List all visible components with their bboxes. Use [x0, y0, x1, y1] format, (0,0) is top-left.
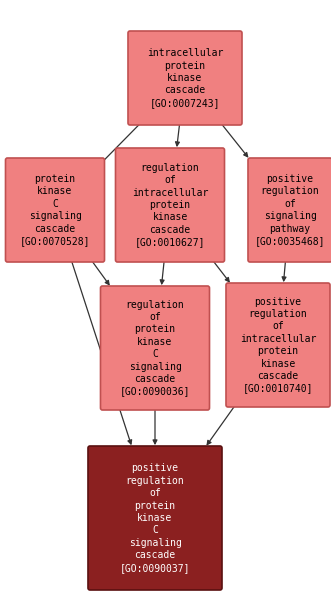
Text: regulation
of
intracellular
protein
kinase
cascade
[GO:0010627]: regulation of intracellular protein kina…: [132, 163, 208, 247]
Text: positive
regulation
of
intracellular
protein
kinase
cascade
[GO:0010740]: positive regulation of intracellular pro…: [240, 296, 316, 393]
FancyBboxPatch shape: [248, 158, 331, 262]
FancyBboxPatch shape: [128, 31, 242, 125]
FancyBboxPatch shape: [116, 148, 224, 262]
Text: positive
regulation
of
signaling
pathway
[GO:0035468]: positive regulation of signaling pathway…: [255, 174, 325, 246]
FancyBboxPatch shape: [226, 283, 330, 407]
Text: intracellular
protein
kinase
cascade
[GO:0007243]: intracellular protein kinase cascade [GO…: [147, 48, 223, 108]
FancyBboxPatch shape: [6, 158, 105, 262]
Text: positive
regulation
of
protein
kinase
C
signaling
cascade
[GO:0090037]: positive regulation of protein kinase C …: [120, 463, 190, 572]
Text: regulation
of
protein
kinase
C
signaling
cascade
[GO:0090036]: regulation of protein kinase C signaling…: [120, 299, 190, 396]
FancyBboxPatch shape: [88, 446, 222, 590]
Text: protein
kinase
C
signaling
cascade
[GO:0070528]: protein kinase C signaling cascade [GO:0…: [20, 174, 90, 246]
FancyBboxPatch shape: [101, 286, 210, 410]
